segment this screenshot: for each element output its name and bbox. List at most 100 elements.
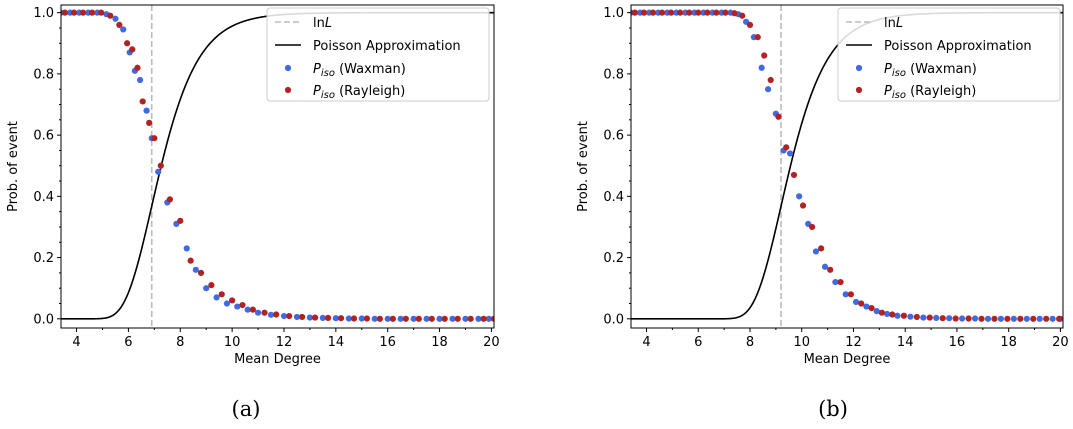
rayleigh-point <box>139 98 146 105</box>
panel-caption: (a) <box>232 397 261 421</box>
waxman-point <box>345 315 352 322</box>
waxman-point <box>449 315 456 322</box>
waxman-point <box>883 310 891 318</box>
plot-area <box>61 5 494 328</box>
x-tick-label: 6 <box>694 335 702 350</box>
rayleigh-point <box>197 269 205 276</box>
waxman-point <box>984 315 992 322</box>
rayleigh-point <box>677 9 684 16</box>
y-tick-label: 0.6 <box>603 129 624 144</box>
waxman-point <box>213 294 220 301</box>
rayleigh-point <box>166 196 173 203</box>
rayleigh-point <box>808 223 816 231</box>
y-tick-label: 0.8 <box>33 67 54 82</box>
rayleigh-point <box>978 315 985 322</box>
x-tick-label: 20 <box>1052 335 1069 350</box>
axes-frame <box>630 4 1064 329</box>
rayleigh-point <box>827 266 834 273</box>
waxman-point <box>183 245 190 252</box>
rayleigh-point <box>858 300 865 307</box>
x-tick-label: 8 <box>176 335 184 350</box>
x-tick-label: 12 <box>845 335 862 350</box>
waxman-point <box>842 291 849 298</box>
rayleigh-point <box>249 306 256 313</box>
waxman-point <box>765 86 772 93</box>
rayleigh-point <box>991 315 998 322</box>
rayleigh-point <box>739 12 746 19</box>
waxman-point <box>894 312 901 319</box>
rayleigh-point <box>952 315 959 322</box>
legend-box <box>266 7 490 102</box>
waxman-point <box>485 315 492 322</box>
legend-waxman-label: Piso (Waxman) <box>313 62 406 79</box>
rayleigh-point <box>79 9 87 16</box>
rayleigh-point <box>229 297 236 304</box>
rayleigh-point <box>667 9 675 16</box>
waxman-point <box>786 150 794 157</box>
rayleigh-point <box>761 52 768 59</box>
rayleigh-point <box>107 12 114 19</box>
waxman-point <box>280 312 288 320</box>
rayleigh-point <box>926 314 933 321</box>
rayleigh-point <box>878 309 886 316</box>
y-axis-label: Prob. of event <box>576 121 591 212</box>
waxman-point <box>203 285 210 292</box>
legend-rayleigh-swatch <box>284 86 292 94</box>
rayleigh-point <box>1030 315 1037 322</box>
rayleigh-point <box>640 9 648 16</box>
waxman-point <box>475 315 482 322</box>
legend-ln-l-label: lnL <box>884 16 903 31</box>
waxman-point <box>758 64 765 71</box>
waxman-point <box>436 315 443 322</box>
waxman-point <box>1023 315 1030 322</box>
legend: lnL Poisson Approximation Piso (Waxman) Pis… <box>266 7 490 102</box>
legend-ln-l-label: lnL <box>313 16 332 31</box>
x-tick-label: 14 <box>897 335 914 350</box>
rayleigh-point <box>889 311 896 318</box>
rayleigh-point <box>837 278 844 286</box>
waxman-point <box>907 313 914 320</box>
waxman-point <box>832 278 839 286</box>
x-tick-label: 6 <box>124 335 132 350</box>
rayleigh-point <box>157 162 164 169</box>
rayleigh-point <box>218 291 225 298</box>
series-rayleigh <box>61 9 494 322</box>
rayleigh-point <box>767 76 774 84</box>
rayleigh-point <box>151 135 158 142</box>
legend-waxman-swatch <box>855 64 863 72</box>
waxman-point <box>971 315 979 322</box>
rayleigh-point <box>775 113 782 120</box>
rayleigh-point <box>177 217 184 224</box>
chart-panel-b: 4 6 8 10 12 14 16 18 20 0.0 0.2 0.4 0.6 0.8 1.0 Mean De… <box>576 4 1069 421</box>
rayleigh-point <box>704 9 711 16</box>
legend-waxman-label: Piso (Waxman) <box>884 62 977 79</box>
x-tick-label: 4 <box>642 335 650 350</box>
x-tick-label: 16 <box>379 335 396 350</box>
x-tick-label: 18 <box>431 335 448 350</box>
legend-rayleigh-label: Piso (Rayleigh) <box>313 84 405 101</box>
rayleigh-point <box>124 40 131 47</box>
y-tick-label: 1.0 <box>33 6 54 21</box>
waxman-point <box>192 266 199 273</box>
legend: lnL Poisson Approximation Piso (Waxman) Pis… <box>837 7 1061 102</box>
rayleigh-point <box>790 171 798 179</box>
rayleigh-point <box>900 312 908 319</box>
rayleigh-point <box>818 245 825 252</box>
rayleigh-point <box>480 315 487 322</box>
rayleigh-point <box>722 9 729 16</box>
waxman-point <box>358 315 365 322</box>
rayleigh-point <box>402 315 409 322</box>
rayleigh-point <box>134 64 141 71</box>
rayleigh-point <box>299 313 306 321</box>
rayleigh-point <box>208 282 215 289</box>
waxman-point <box>946 315 953 322</box>
waxman-point <box>1049 315 1056 322</box>
rayleigh-point <box>731 10 738 17</box>
y-tick-label: 0.4 <box>603 190 624 205</box>
rayleigh-point <box>713 9 720 16</box>
x-tick-label: 8 <box>746 335 754 350</box>
rayleigh-point <box>428 315 435 322</box>
waxman-point <box>852 298 860 306</box>
rayleigh-point <box>286 312 293 320</box>
